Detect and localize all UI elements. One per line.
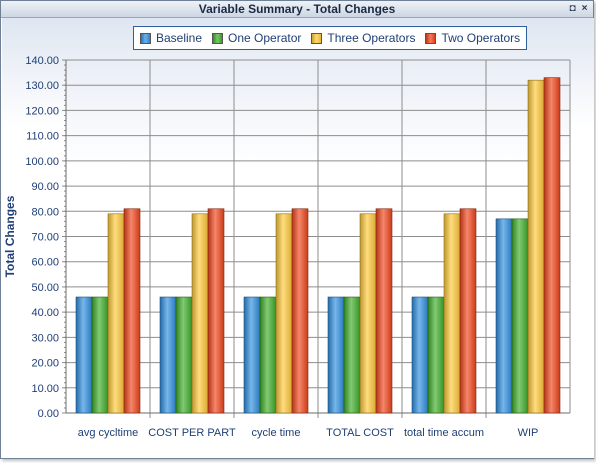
- legend-item: Baseline: [140, 31, 202, 45]
- bar[interactable]: [527, 79, 545, 414]
- y-tick-label: 50.00: [31, 282, 59, 294]
- legend-item: One Operator: [212, 31, 301, 45]
- chart-legend: Baseline One Operator Three Operators Two O…: [133, 26, 528, 50]
- bar[interactable]: [159, 296, 177, 414]
- bar[interactable]: [443, 213, 461, 414]
- bar[interactable]: [327, 296, 345, 414]
- y-tick-label: 40.00: [31, 307, 59, 319]
- title-bar: Variable Summary - Total Changes ◘ ×: [1, 1, 593, 18]
- legend-swatch: [212, 32, 224, 44]
- y-tick-label: 100.00: [25, 156, 59, 168]
- y-tick-label: 140.00: [25, 55, 59, 67]
- bar[interactable]: [107, 213, 125, 414]
- legend-swatch: [140, 32, 151, 44]
- legend-label: Two Operators: [441, 31, 521, 45]
- bar[interactable]: [459, 208, 477, 414]
- bar[interactable]: [175, 296, 193, 414]
- legend-label: One Operator: [228, 31, 302, 45]
- bar[interactable]: [291, 208, 309, 414]
- y-tick-label: 110.00: [26, 131, 59, 143]
- bar[interactable]: [91, 296, 109, 414]
- legend-label: Three Operators: [327, 31, 416, 45]
- chart-area: 0.00 10.00 20.00 30.00 40.00 50.00 60.00 70.00 8…: [2, 18, 594, 458]
- x-tick-label: cycle time: [252, 427, 301, 439]
- bar[interactable]: [275, 213, 293, 414]
- x-tick-label: WIP: [518, 427, 539, 439]
- restore-button[interactable]: ◘: [569, 3, 576, 14]
- bar[interactable]: [511, 218, 529, 414]
- y-tick-label: 70.00: [31, 232, 59, 244]
- x-tick-label: total time accum: [404, 427, 484, 439]
- x-tick-label: TOTAL COST: [326, 427, 394, 439]
- bar-chart: 0.00 10.00 20.00 30.00 40.00 50.00 60.00 70.00 8…: [3, 55, 571, 439]
- bar[interactable]: [243, 296, 261, 414]
- legend-item: Two Operators: [425, 31, 520, 45]
- y-tick-label: 60.00: [31, 257, 59, 269]
- bar[interactable]: [427, 296, 445, 414]
- bar[interactable]: [75, 296, 93, 414]
- y-tick-label: 120.00: [25, 105, 59, 117]
- legend-label: Baseline: [156, 31, 203, 45]
- bar[interactable]: [543, 77, 561, 414]
- y-tick-label: 90.00: [31, 181, 59, 193]
- legend-swatch: [311, 32, 323, 44]
- y-tick-label: 10.00: [31, 383, 59, 395]
- close-button[interactable]: ×: [581, 3, 588, 14]
- y-tick-label: 20.00: [31, 358, 59, 370]
- legend-item: Three Operators: [311, 31, 415, 45]
- bar[interactable]: [191, 213, 209, 414]
- bar[interactable]: [375, 208, 393, 414]
- bar[interactable]: [359, 213, 377, 414]
- bar[interactable]: [259, 296, 277, 414]
- x-tick-label: COST PER PART: [148, 427, 236, 439]
- bar[interactable]: [411, 296, 429, 414]
- window-title: Variable Summary - Total Changes: [198, 2, 396, 16]
- y-tick-label: 30.00: [31, 332, 59, 344]
- bar[interactable]: [495, 218, 513, 414]
- bar[interactable]: [123, 208, 141, 414]
- legend-swatch: [425, 32, 437, 44]
- y-tick-label: 80.00: [31, 206, 59, 218]
- y-tick-label: 130.00: [25, 80, 59, 92]
- x-tick-label: avg cycltime: [78, 427, 139, 439]
- bar[interactable]: [343, 296, 361, 414]
- y-tick-label: 0.00: [38, 408, 59, 420]
- bar[interactable]: [207, 208, 225, 414]
- y-axis-title: Total Changes: [3, 195, 17, 277]
